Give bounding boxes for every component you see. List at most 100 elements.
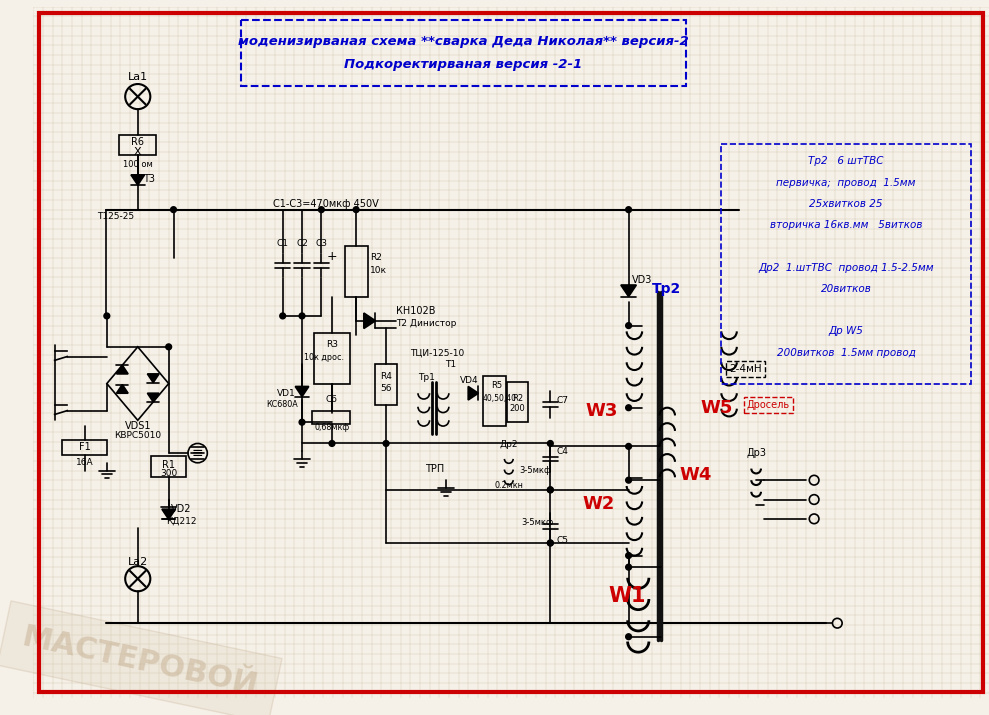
Text: Тр1: Тр1 (418, 373, 435, 383)
Text: R3: R3 (326, 340, 338, 350)
Text: 3-5мкф: 3-5мкф (521, 518, 554, 527)
Text: КН102В: КН102В (396, 306, 435, 316)
Circle shape (548, 540, 553, 546)
Bar (483, 376, 506, 426)
Polygon shape (117, 365, 129, 374)
Circle shape (548, 440, 553, 446)
Text: R5: R5 (491, 381, 501, 390)
Text: Подкоректирваная версия -2-1: Подкоректирваная версия -2-1 (344, 58, 583, 72)
Text: La1: La1 (128, 72, 147, 82)
Circle shape (626, 478, 632, 483)
Text: T1: T1 (445, 360, 456, 369)
Bar (312, 410, 350, 424)
Text: Др3: Др3 (746, 448, 766, 458)
Bar (721, 144, 970, 383)
Text: C2: C2 (296, 239, 308, 248)
Circle shape (626, 207, 632, 212)
Text: R2: R2 (370, 253, 382, 262)
Text: C3: C3 (315, 239, 327, 248)
Polygon shape (364, 313, 376, 328)
Circle shape (104, 313, 110, 319)
Text: Др2: Др2 (499, 440, 518, 449)
Text: ТЦИ-125-10: ТЦИ-125-10 (410, 348, 465, 357)
Text: T3: T3 (143, 174, 155, 184)
Polygon shape (468, 387, 479, 400)
Text: 0,68мкф: 0,68мкф (315, 423, 349, 432)
Bar (120, 135, 156, 154)
Text: +: + (326, 250, 337, 262)
Text: T2 Динистор: T2 Динистор (396, 319, 456, 327)
Circle shape (626, 564, 632, 570)
Text: 200: 200 (509, 404, 525, 413)
Circle shape (299, 419, 305, 425)
Text: La2: La2 (128, 557, 148, 567)
Text: W1: W1 (608, 586, 646, 606)
Circle shape (353, 207, 359, 212)
Text: КС680А: КС680А (266, 400, 298, 409)
Text: КВРС5010: КВРС5010 (114, 431, 161, 440)
Text: W5: W5 (700, 399, 733, 417)
Polygon shape (147, 393, 159, 402)
Text: C1: C1 (277, 239, 289, 248)
Text: C6: C6 (326, 395, 338, 403)
Circle shape (626, 443, 632, 449)
Text: Др W5: Др W5 (829, 326, 863, 336)
Text: Тр2   6 штТВС: Тр2 6 штТВС (808, 157, 884, 167)
Text: R4: R4 (380, 373, 392, 381)
Text: C5: C5 (557, 536, 569, 545)
Text: R1: R1 (162, 460, 175, 470)
Polygon shape (131, 175, 144, 185)
Circle shape (329, 440, 335, 446)
Bar (314, 333, 350, 383)
Bar (376, 364, 397, 405)
Text: W4: W4 (679, 466, 711, 484)
Text: VD3: VD3 (632, 275, 653, 285)
Text: 100 ом: 100 ом (123, 159, 152, 169)
Circle shape (548, 487, 553, 493)
Text: 2-4мН: 2-4мН (729, 364, 762, 374)
Text: W2: W2 (583, 495, 615, 513)
Polygon shape (621, 285, 636, 297)
Circle shape (166, 344, 171, 350)
Circle shape (548, 540, 553, 546)
Text: МАСТЕРОВОЙ: МАСТЕРОВОЙ (19, 623, 260, 701)
Circle shape (626, 322, 632, 328)
Circle shape (171, 207, 176, 212)
Circle shape (280, 313, 286, 319)
Circle shape (318, 207, 324, 212)
Text: моденизирваная схема **сварка Деда Николая** версия-2: моденизирваная схема **сварка Деда Никол… (238, 35, 688, 48)
Text: 300: 300 (160, 469, 177, 478)
Circle shape (626, 553, 632, 558)
Circle shape (299, 313, 305, 319)
Text: вторичка 16кв.мм   5витков: вторичка 16кв.мм 5витков (769, 220, 923, 230)
Polygon shape (147, 374, 159, 383)
Text: Тр2: Тр2 (652, 282, 680, 296)
Text: 0.2мкн: 0.2мкн (494, 481, 523, 490)
Text: 16A: 16A (76, 458, 93, 468)
Circle shape (626, 633, 632, 640)
Bar (241, 20, 685, 86)
Text: 10к дрос.: 10к дрос. (305, 353, 344, 362)
Text: T125-25: T125-25 (97, 212, 135, 221)
Text: VD1: VD1 (277, 389, 296, 398)
Text: Дросель: Дросель (747, 400, 789, 410)
Circle shape (548, 487, 553, 493)
Circle shape (383, 440, 389, 446)
Text: R6: R6 (132, 137, 144, 147)
Text: W3: W3 (585, 402, 618, 420)
Circle shape (626, 405, 632, 410)
Text: 3-5мкф: 3-5мкф (519, 466, 552, 475)
Text: 200витков  1.5мм провод: 200витков 1.5мм провод (776, 347, 916, 358)
Text: ТРП: ТРП (424, 463, 444, 473)
Text: C1-C3=470мкф 450V: C1-C3=470мкф 450V (273, 199, 379, 209)
Text: ≡: ≡ (192, 446, 204, 460)
Text: X: X (134, 147, 141, 157)
Text: Др2  1.штТВС  провод 1.5-2.5мм: Др2 1.штТВС провод 1.5-2.5мм (759, 262, 934, 272)
Text: C7: C7 (557, 396, 569, 405)
Text: 20витков: 20витков (821, 284, 871, 294)
Text: первичка;  провод  1.5мм: первичка; провод 1.5мм (776, 177, 916, 187)
Polygon shape (117, 385, 129, 393)
Text: КД212: КД212 (166, 516, 197, 526)
Text: 40,50,40: 40,50,40 (483, 393, 516, 403)
Text: C4: C4 (557, 447, 569, 455)
